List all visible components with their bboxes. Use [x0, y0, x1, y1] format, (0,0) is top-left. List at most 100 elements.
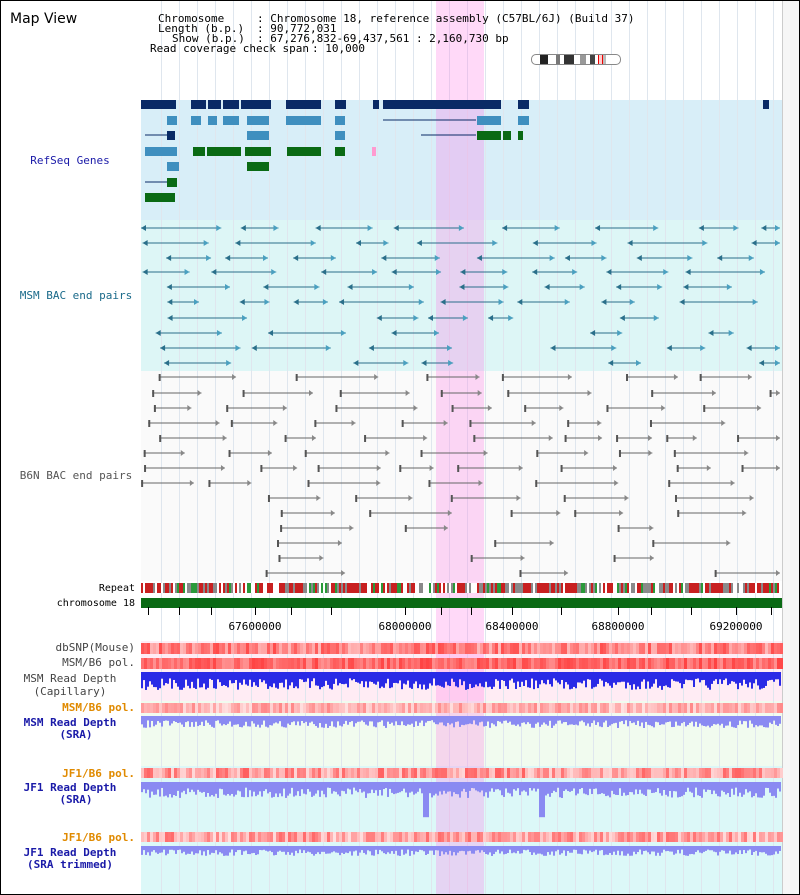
polymorphism-cell	[372, 832, 375, 842]
chromosome-bar[interactable]	[141, 598, 782, 608]
polymorphism-cell	[759, 832, 762, 842]
read-depth-bar	[383, 716, 385, 726]
gene-feature	[145, 147, 177, 156]
repeat-element	[331, 583, 333, 593]
read-depth-bar	[583, 846, 585, 850]
polymorphism-cell	[663, 643, 666, 654]
msm-b6-pol-sra-label[interactable]: MSM/B6 pol.	[62, 701, 135, 714]
read-depth-bar	[767, 672, 769, 681]
polymorphism-cell	[459, 643, 462, 654]
repeat-element	[245, 583, 247, 593]
read-depth-bar	[569, 846, 571, 853]
polymorphism-cell	[231, 643, 234, 654]
read-depth-bar	[451, 846, 453, 856]
read-depth-bar	[431, 782, 433, 798]
polymorphism-cell	[210, 832, 213, 842]
read-depth-bar	[337, 716, 339, 722]
read-depth-bar	[539, 716, 541, 727]
read-depth-bar	[391, 846, 393, 852]
polymorphism-cell	[540, 643, 543, 654]
polymorphism-cell	[762, 832, 765, 842]
read-depth-bar	[263, 846, 265, 850]
polymorphism-cell	[549, 643, 552, 654]
read-depth-bar	[497, 716, 499, 722]
selected-region-highlight[interactable]	[436, 1, 484, 894]
polymorphism-cell	[591, 643, 594, 654]
repeat-element	[371, 583, 373, 593]
read-depth-bar	[211, 672, 213, 680]
read-depth-bar	[155, 782, 157, 795]
read-depth-bar	[279, 846, 281, 851]
polymorphism-cell	[633, 832, 636, 842]
jf1-b6-pol-trim-label[interactable]: JF1/B6 pol.	[62, 831, 135, 844]
msm-bac-end	[263, 255, 269, 261]
polymorphism-cell	[498, 703, 501, 713]
polymorphism-cell	[507, 643, 510, 654]
dbsnp-track-label[interactable]: dbSNP(Mouse)	[55, 641, 135, 654]
polymorphism-cell	[468, 703, 471, 713]
axis-tick-label: 68800000	[591, 620, 645, 633]
read-depth-bar	[777, 672, 779, 680]
read-depth-bar	[525, 782, 527, 792]
read-depth-bar	[265, 716, 267, 727]
read-depth-bar	[735, 716, 737, 728]
repeat-element	[435, 583, 437, 593]
read-depth-bar	[425, 846, 427, 855]
polymorphism-cell	[738, 832, 741, 842]
polymorphism-cell	[213, 703, 216, 713]
repeat-track-label[interactable]: Repeat	[98, 583, 135, 594]
polymorphism-cell	[771, 832, 774, 842]
read-depth-bar	[357, 716, 359, 722]
jf1-depth-trim-label-1[interactable]: JF1 Read Depth	[23, 846, 117, 859]
read-depth-bar	[765, 782, 767, 788]
read-depth-bar	[597, 716, 599, 723]
b6n-bac-track-label[interactable]: B6N BAC end pairs	[19, 469, 133, 482]
read-depth-bar	[457, 782, 459, 795]
polymorphism-cell	[741, 832, 744, 842]
polymorphism-cell	[642, 703, 645, 713]
msm-bac-track-label[interactable]: MSM BAC end pairs	[19, 289, 133, 302]
polymorphism-cell	[570, 643, 573, 654]
read-depth-bar	[159, 672, 161, 689]
repeat-element	[393, 583, 395, 593]
msm-bac-end	[330, 255, 336, 261]
read-depth-bar	[313, 782, 315, 796]
polymorphism-cell	[570, 658, 573, 669]
read-depth-bar	[271, 672, 273, 688]
msm-depth-sra-label-1[interactable]: MSM Read Depth	[23, 716, 117, 729]
polymorphism-cell	[534, 643, 537, 654]
polymorphism-cell	[387, 658, 390, 669]
polymorphism-cell	[444, 768, 447, 778]
msm-b6-pol-track-label[interactable]: MSM/B6 pol.	[62, 656, 135, 669]
polymorphism-cell	[237, 643, 240, 654]
refseq-track-label[interactable]: RefSeq Genes	[30, 154, 110, 167]
polymorphism-cell	[168, 658, 171, 669]
polymorphism-cell	[186, 643, 189, 654]
jf1-b6-pol-sra-label[interactable]: JF1/B6 pol.	[62, 767, 135, 780]
polymorphism-cell	[303, 832, 306, 842]
read-depth-bar	[747, 716, 749, 728]
polymorphism-cell	[300, 658, 303, 669]
polymorphism-cell	[411, 768, 414, 778]
repeat-element	[183, 583, 185, 593]
grid-line	[737, 1, 738, 894]
polymorphism-cell	[513, 643, 516, 654]
msm-bac-end	[193, 299, 199, 305]
read-depth-bar	[579, 846, 581, 854]
polymorphism-cell	[696, 832, 699, 842]
polymorphism-cell	[627, 832, 630, 842]
read-depth-bar	[585, 846, 587, 851]
msm-depth-cap-label-1[interactable]: MSM Read Depth	[23, 672, 117, 685]
repeat-element	[691, 583, 693, 593]
read-depth-bar	[319, 716, 321, 724]
polymorphism-cell	[399, 643, 402, 654]
read-depth-bar	[243, 846, 245, 852]
read-depth-bar	[309, 782, 311, 792]
jf1-depth-sra-label-1[interactable]: JF1 Read Depth	[23, 781, 117, 794]
chromosome-ideogram[interactable]	[531, 54, 621, 65]
read-depth-bar	[423, 782, 425, 818]
repeat-element	[543, 583, 545, 593]
read-depth-bar	[245, 672, 247, 685]
read-depth-bar	[513, 846, 515, 853]
